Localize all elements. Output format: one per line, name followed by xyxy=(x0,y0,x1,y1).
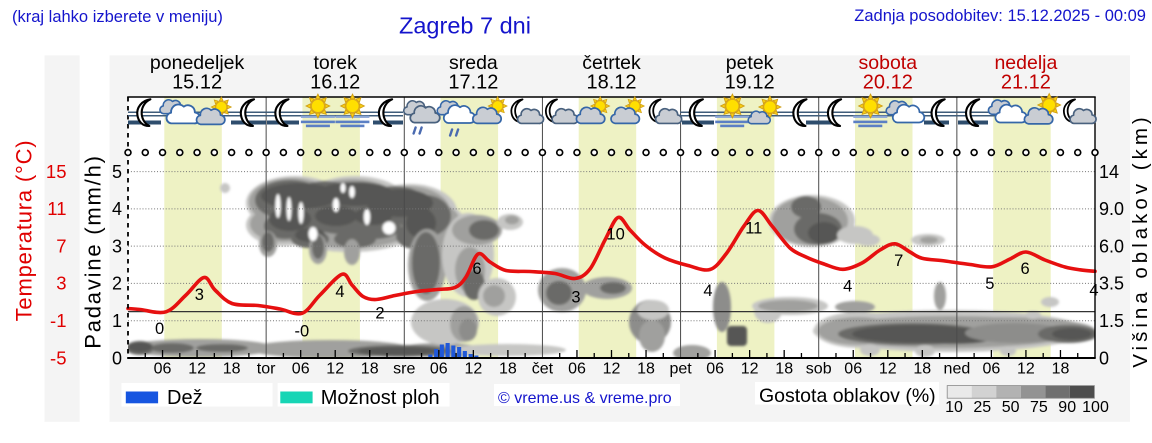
svg-text:torek: torek xyxy=(314,52,358,74)
svg-text:4: 4 xyxy=(335,283,344,301)
svg-text:06: 06 xyxy=(983,361,1001,378)
svg-text:Dež: Dež xyxy=(167,387,203,409)
svg-text:sreda: sreda xyxy=(449,52,498,74)
svg-text:-0: -0 xyxy=(294,322,309,340)
svg-text:-5: -5 xyxy=(50,347,66,368)
svg-text:12: 12 xyxy=(741,361,759,378)
svg-text:(kraj lahko izberete v meniju): (kraj lahko izberete v meniju) xyxy=(12,8,223,26)
svg-text:12: 12 xyxy=(879,361,897,378)
svg-text:06: 06 xyxy=(568,361,586,378)
svg-text:sob: sob xyxy=(806,361,832,378)
svg-text:0: 0 xyxy=(155,320,164,338)
svg-text:2: 2 xyxy=(375,304,384,322)
svg-text:1: 1 xyxy=(112,311,122,331)
svg-text:18: 18 xyxy=(1052,361,1070,378)
svg-text:4: 4 xyxy=(843,277,852,295)
svg-text:75: 75 xyxy=(1030,399,1048,416)
svg-text:5: 5 xyxy=(985,275,994,293)
svg-text:3: 3 xyxy=(56,273,66,294)
svg-text:12: 12 xyxy=(188,361,206,378)
svg-text:2: 2 xyxy=(112,274,122,294)
svg-text:18: 18 xyxy=(775,361,793,378)
svg-text:Zadnja posodobitev: 15.12.2025: Zadnja posodobitev: 15.12.2025 - 00:09 xyxy=(854,7,1146,25)
svg-text:18: 18 xyxy=(637,361,655,378)
svg-text:11: 11 xyxy=(47,198,66,219)
svg-text:Višina oblakov (km): Višina oblakov (km) xyxy=(1129,113,1152,368)
svg-text:06: 06 xyxy=(844,361,862,378)
svg-text:-1: -1 xyxy=(50,310,66,331)
svg-text:17.12: 17.12 xyxy=(448,72,498,94)
svg-text:20.12: 20.12 xyxy=(863,72,913,94)
svg-text:11: 11 xyxy=(745,220,762,238)
svg-text:5: 5 xyxy=(112,162,122,182)
svg-text:18: 18 xyxy=(361,361,379,378)
svg-text:6: 6 xyxy=(1021,260,1030,278)
svg-text:06: 06 xyxy=(154,361,172,378)
svg-text:16.12: 16.12 xyxy=(310,72,360,94)
svg-text:7: 7 xyxy=(894,252,903,270)
svg-text:ned: ned xyxy=(944,361,971,378)
svg-text:15: 15 xyxy=(46,161,67,182)
svg-text:Možnost ploh: Možnost ploh xyxy=(321,387,440,409)
svg-text:06: 06 xyxy=(706,361,724,378)
svg-text:12: 12 xyxy=(603,361,621,378)
svg-text:6: 6 xyxy=(472,260,481,278)
svg-text:čet: čet xyxy=(532,361,554,378)
svg-text:50: 50 xyxy=(1002,399,1020,416)
svg-text:12: 12 xyxy=(1017,361,1035,378)
svg-text:sre: sre xyxy=(393,361,415,378)
svg-text:ponedeljek: ponedeljek xyxy=(150,52,245,74)
svg-text:18: 18 xyxy=(223,361,241,378)
svg-text:14: 14 xyxy=(1099,162,1119,182)
svg-text:4: 4 xyxy=(1089,281,1098,299)
svg-text:90: 90 xyxy=(1058,399,1076,416)
svg-text:12: 12 xyxy=(465,361,483,378)
svg-text:petek: petek xyxy=(726,52,774,74)
svg-text:19.12: 19.12 xyxy=(725,72,775,94)
svg-text:Padavine (mm/h): Padavine (mm/h) xyxy=(81,154,106,349)
svg-text:9.0: 9.0 xyxy=(1099,199,1124,219)
svg-text:25: 25 xyxy=(973,399,991,416)
svg-text:3: 3 xyxy=(195,286,204,304)
svg-text:0: 0 xyxy=(1099,348,1109,368)
svg-text:10: 10 xyxy=(945,399,963,416)
svg-text:7: 7 xyxy=(56,235,66,256)
svg-text:nedelja: nedelja xyxy=(994,52,1057,74)
svg-text:Zagreb 7 dni: Zagreb 7 dni xyxy=(399,13,531,39)
svg-text:18.12: 18.12 xyxy=(586,72,636,94)
svg-text:sobota: sobota xyxy=(859,52,918,74)
svg-text:21.12: 21.12 xyxy=(1001,72,1051,94)
svg-text:tor: tor xyxy=(257,361,276,378)
svg-text:3: 3 xyxy=(112,236,122,256)
svg-text:18: 18 xyxy=(913,361,931,378)
svg-text:1.5: 1.5 xyxy=(1099,311,1124,331)
svg-text:100: 100 xyxy=(1082,399,1109,416)
svg-text:12: 12 xyxy=(326,361,344,378)
svg-text:4: 4 xyxy=(112,199,122,219)
svg-text:6.0: 6.0 xyxy=(1099,236,1124,256)
svg-text:15.12: 15.12 xyxy=(172,72,222,94)
svg-text:pet: pet xyxy=(669,361,692,378)
svg-text:Gostota oblakov (%): Gostota oblakov (%) xyxy=(759,385,936,407)
svg-text:© vreme.us & vreme.pro: © vreme.us & vreme.pro xyxy=(498,390,672,407)
svg-text:0: 0 xyxy=(112,348,122,368)
svg-text:06: 06 xyxy=(430,361,448,378)
svg-text:4: 4 xyxy=(703,282,712,300)
svg-text:3: 3 xyxy=(571,288,580,306)
svg-text:Temperatura (°C): Temperatura (°C) xyxy=(12,140,37,322)
svg-text:četrtek: četrtek xyxy=(582,52,641,74)
svg-text:06: 06 xyxy=(292,361,310,378)
svg-text:3.5: 3.5 xyxy=(1099,274,1124,294)
svg-text:10: 10 xyxy=(606,225,624,243)
svg-text:18: 18 xyxy=(499,361,517,378)
